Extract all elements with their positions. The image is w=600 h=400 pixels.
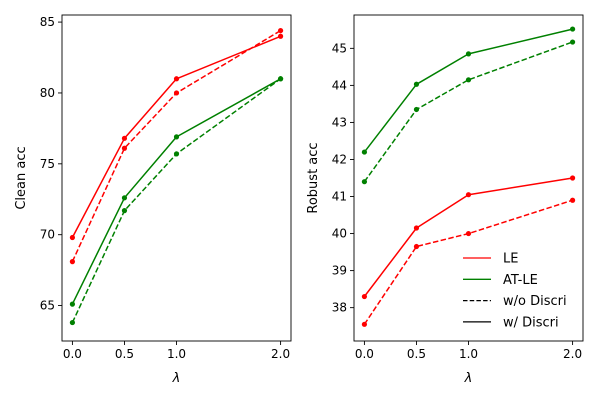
data-point-le-w-o-discri <box>173 90 180 96</box>
data-point-le-w-o-discri <box>361 321 368 327</box>
data-point-at-le-w-o-discri <box>173 151 180 157</box>
data-point-at-le-w-discri <box>69 301 76 307</box>
y-tick-label: 45 <box>332 41 347 55</box>
data-point-le-w-discri <box>69 234 76 241</box>
legend-label-w-o-discri: w/o Discri <box>503 294 567 309</box>
clean-acc-panel: 0.0 0.5 1.0 2.0 65 70 75 80 85 λ Clean acc <box>14 14 292 386</box>
legend-label-le: LE <box>503 252 518 267</box>
data-point-le-w-discri <box>361 293 368 300</box>
y-tick-label: 75 <box>40 157 55 171</box>
y-tick-label: 42 <box>332 152 347 166</box>
robust-acc-panel: 0.0 0.5 1.0 2.0 38 39 40 41 42 43 44 45 λ Robust acc L… <box>306 14 584 386</box>
x-axis-label: λ <box>172 371 181 386</box>
data-point-at-le-w-o-discri <box>413 106 420 113</box>
data-point-le-w-discri <box>277 33 284 39</box>
x-tick-label: 0.0 <box>355 347 374 361</box>
data-point-at-le-w-o-discri <box>121 208 128 214</box>
data-point-at-le-w-discri <box>361 149 368 155</box>
data-point-le-w-discri <box>413 225 420 231</box>
data-point-le-w-o-discri <box>277 27 284 34</box>
data-point-at-le-w-o-discri <box>277 76 284 82</box>
data-point-at-le-w-o-discri <box>465 77 472 83</box>
data-point-le-w-discri <box>465 192 472 198</box>
x-tick-label: 0.5 <box>115 347 134 361</box>
y-tick-label: 39 <box>332 264 347 278</box>
x-axis-label: λ <box>464 371 473 386</box>
x-tick-label: 0.5 <box>407 347 426 361</box>
series-line-le-w-discri <box>363 177 573 297</box>
data-point-at-le-w-o-discri <box>569 39 576 45</box>
y-tick-label: 65 <box>40 299 55 313</box>
y-tick-label: 70 <box>40 228 55 242</box>
x-tick-label: 2.0 <box>271 347 290 361</box>
x-tick-label: 1.0 <box>459 347 478 361</box>
data-point-at-le-w-discri <box>465 51 472 57</box>
axes-frame <box>61 14 292 342</box>
y-tick-label: 80 <box>40 86 55 100</box>
x-tick-label: 1.0 <box>167 347 186 361</box>
legend-label-at-le: AT-LE <box>503 273 538 288</box>
data-point-le-w-o-discri <box>465 230 472 237</box>
data-point-le-w-o-discri <box>69 259 76 265</box>
series-line-le-w-discri <box>71 35 281 238</box>
y-tick-label: 41 <box>332 190 347 204</box>
series-line-at-le-w-discri <box>71 78 281 305</box>
data-point-le-w-o-discri <box>413 243 420 250</box>
series-line-le-w-o-discri <box>363 199 573 325</box>
legend: LE AT-LE w/o Discri w/ Discri <box>463 252 567 330</box>
data-point-at-le-w-discri <box>569 26 576 32</box>
data-point-at-le-w-o-discri <box>361 179 368 185</box>
data-point-at-le-w-discri <box>173 134 180 140</box>
x-tick-label: 2.0 <box>563 347 582 361</box>
y-axis-label: Robust acc <box>306 142 321 213</box>
series-line-at-le-w-o-discri <box>363 41 573 183</box>
series-line-at-le-w-o-discri <box>71 78 282 323</box>
series-line-at-le-w-discri <box>363 28 573 153</box>
legend-label-w-discri: w/ Discri <box>503 315 559 330</box>
data-point-le-w-o-discri <box>569 197 576 203</box>
y-tick-label: 44 <box>332 78 347 92</box>
data-point-le-w-o-discri <box>121 145 128 151</box>
y-tick-label: 38 <box>332 301 347 315</box>
data-point-le-w-discri <box>173 76 180 82</box>
series-line-le-w-o-discri <box>71 29 281 262</box>
y-tick-label: 40 <box>332 227 347 241</box>
axes-frame <box>353 14 584 342</box>
data-point-le-w-discri <box>569 175 576 181</box>
y-tick-label: 43 <box>332 115 347 129</box>
data-point-at-le-w-discri <box>413 81 420 87</box>
x-tick-label: 0.0 <box>63 347 82 361</box>
data-point-le-w-discri <box>121 135 128 141</box>
data-point-at-le-w-o-discri <box>69 319 76 326</box>
y-axis-label: Clean acc <box>14 146 29 209</box>
data-point-at-le-w-discri <box>121 195 128 201</box>
y-tick-label: 85 <box>40 15 55 29</box>
